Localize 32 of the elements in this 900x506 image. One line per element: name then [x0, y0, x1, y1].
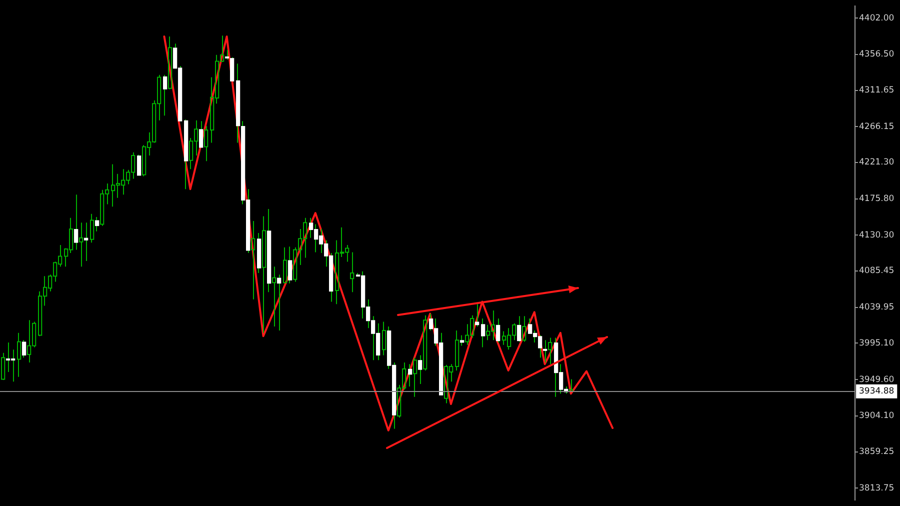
- candlestick: [272, 266, 276, 328]
- y-tick-label: 4402.00: [859, 13, 894, 24]
- y-tick-label: 3813.75: [859, 483, 894, 494]
- y-tick-label: 4311.65: [859, 85, 894, 96]
- y-tick-label: 4221.30: [859, 158, 894, 168]
- candlestick: [350, 252, 354, 293]
- candlestick: [17, 332, 22, 378]
- candlestick: [382, 321, 386, 356]
- y-tick-label: 4356.50: [859, 50, 894, 60]
- candlestick: [455, 330, 460, 371]
- candlestick: [236, 63, 240, 144]
- candlestick: [283, 246, 288, 284]
- y-tick-label: 3904.10: [859, 411, 894, 422]
- y-tick-label: 3995.10: [859, 338, 894, 348]
- candlestick: [168, 36, 172, 90]
- candlestick: [548, 337, 552, 365]
- candlestick: [204, 125, 208, 162]
- y-tick-label: 4175.80: [859, 194, 894, 204]
- y-tick-label: 4085.45: [859, 266, 894, 276]
- y-tick-label: 3949.60: [859, 374, 894, 385]
- candlestick: [569, 378, 574, 392]
- candlestick: [522, 316, 526, 342]
- candlestick: [251, 220, 256, 300]
- ref-line-label: 3934.88: [859, 386, 894, 397]
- candlestick: [413, 357, 418, 398]
- candlestick: [90, 213, 94, 244]
- candlestick: [262, 216, 266, 334]
- candlestick: [79, 222, 84, 268]
- y-tick-label: 4039.95: [859, 302, 894, 313]
- y-tick-label: 4130.30: [859, 230, 894, 240]
- y-tick-label: 3859.25: [859, 446, 894, 457]
- y-tick-label: 4266.15: [859, 122, 894, 132]
